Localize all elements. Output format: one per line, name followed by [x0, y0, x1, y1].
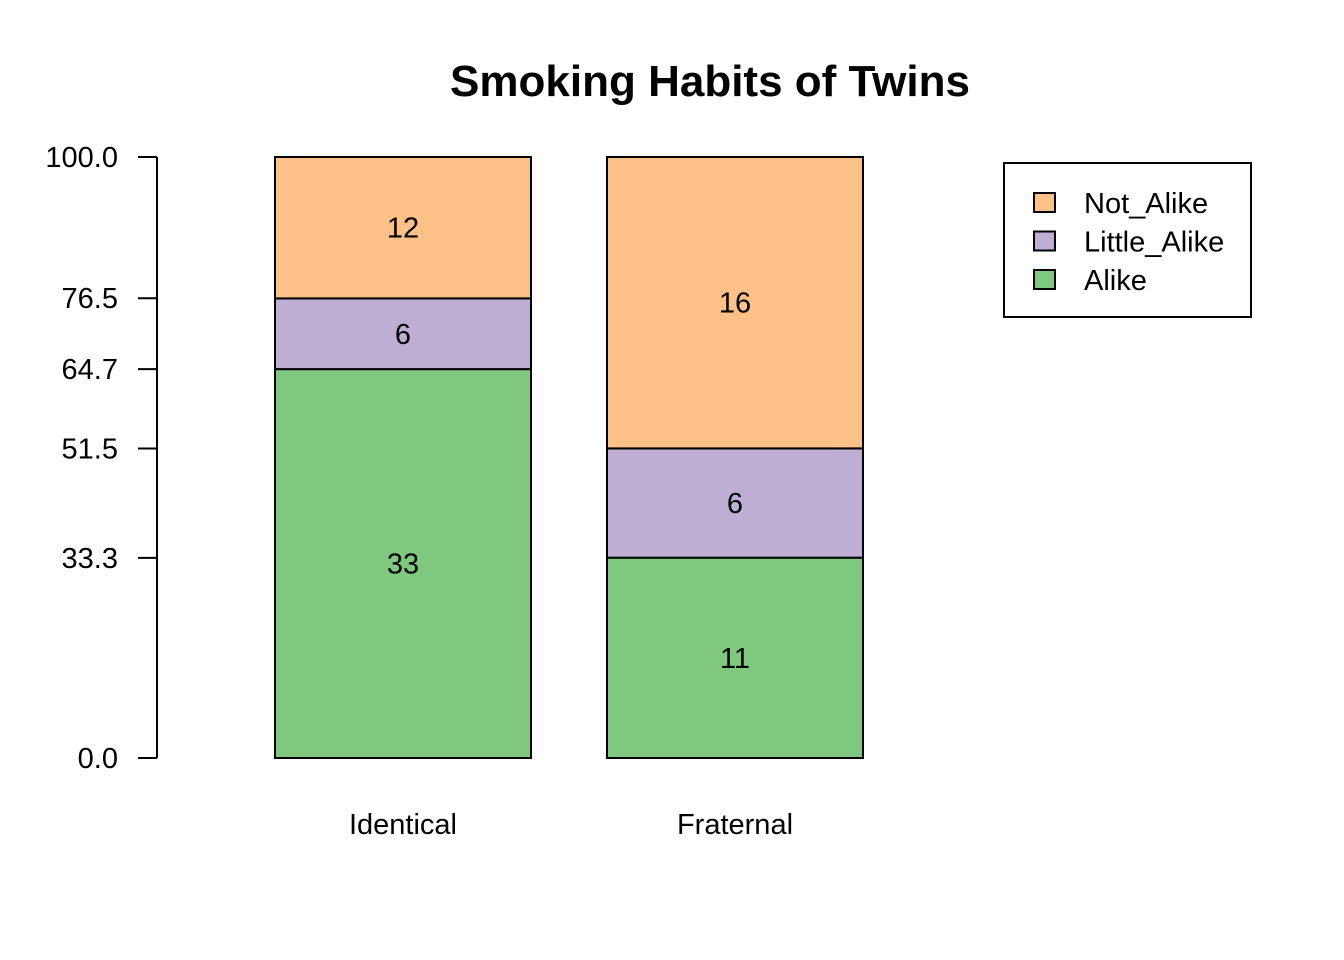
x-tick-label: Fraternal [677, 809, 793, 841]
data-label: 6 [727, 488, 743, 520]
bar-segment [606, 447, 864, 559]
data-label: 11 [720, 643, 750, 675]
legend-swatch [1033, 192, 1056, 213]
data-label: 6 [395, 319, 411, 351]
bars: 33 6 12 11 6 16 [274, 156, 864, 760]
legend-entry: Little_Alike [1084, 227, 1224, 259]
y-tick-label: 76.5 [62, 283, 118, 315]
y-tick-label: 0.0 [78, 743, 118, 775]
y-tick-label: 51.5 [62, 433, 118, 465]
data-label: 16 [719, 288, 751, 320]
y-tick-label: 100.0 [45, 142, 118, 174]
legend-swatch [1033, 269, 1056, 290]
y-tick-label: 64.7 [62, 354, 118, 386]
x-axis-labels: Identical Fraternal [349, 809, 793, 841]
legend-swatch [1033, 230, 1056, 252]
bar-segment [606, 156, 864, 450]
y-axis: 0.0 33.3 51.5 64.7 76.5 100.0 [45, 142, 158, 775]
bar-segment [274, 368, 532, 759]
bar-segment [274, 156, 532, 300]
legend: Not_Alike Little_Alike Alike [1003, 162, 1252, 318]
chart-title: Smoking Habits of Twins [450, 57, 970, 106]
y-tick-label: 33.3 [62, 543, 118, 575]
data-label: 12 [387, 213, 419, 245]
legend-entry: Not_Alike [1084, 188, 1208, 220]
bar-segment [606, 556, 864, 760]
x-tick-label: Identical [349, 809, 457, 841]
data-label: 33 [387, 549, 419, 581]
bar-segment [274, 297, 532, 371]
legend-entry: Alike [1084, 265, 1147, 297]
